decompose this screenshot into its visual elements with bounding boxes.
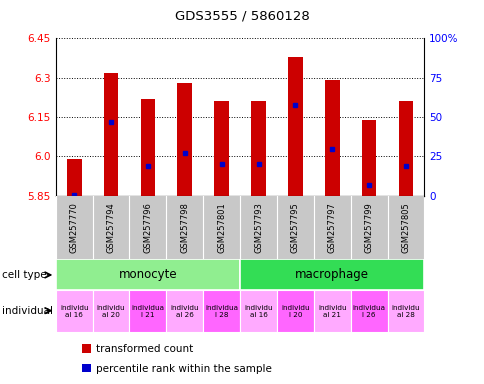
Text: macrophage: macrophage [295, 268, 368, 281]
Text: individu
al 28: individu al 28 [391, 305, 420, 318]
Bar [104, 73, 118, 196]
Bar [313, 290, 350, 332]
Bar [166, 290, 203, 332]
Text: GSM257805: GSM257805 [401, 202, 409, 253]
Text: GSM257794: GSM257794 [106, 202, 115, 253]
Text: individua
l 28: individua l 28 [205, 305, 238, 318]
Text: GSM257801: GSM257801 [217, 202, 226, 253]
Text: percentile rank within the sample: percentile rank within the sample [96, 364, 272, 374]
Bar [398, 101, 412, 196]
Text: individu
al 16: individu al 16 [60, 305, 89, 318]
Bar [56, 259, 240, 290]
Text: individual: individual [2, 306, 53, 316]
Bar [67, 159, 81, 196]
Text: individua
l 26: individua l 26 [352, 305, 385, 318]
Bar [56, 290, 92, 332]
Text: GSM257795: GSM257795 [290, 202, 299, 253]
Bar [251, 101, 265, 196]
Bar [240, 259, 424, 290]
Text: GSM257798: GSM257798 [180, 202, 189, 253]
Text: individu
al 21: individu al 21 [317, 305, 346, 318]
Bar [387, 290, 424, 332]
Text: individu
al 26: individu al 26 [170, 305, 199, 318]
Text: GSM257796: GSM257796 [143, 202, 152, 253]
Text: individu
al 20: individu al 20 [96, 305, 125, 318]
Text: individu
al 16: individu al 16 [243, 305, 272, 318]
Text: transformed count: transformed count [96, 344, 193, 354]
Bar [92, 290, 129, 332]
Text: GSM257799: GSM257799 [364, 202, 373, 253]
Bar [203, 290, 240, 332]
Bar [350, 290, 387, 332]
Text: GSM257770: GSM257770 [70, 202, 78, 253]
Bar [129, 290, 166, 332]
Text: individu
l 20: individu l 20 [280, 305, 309, 318]
Bar [177, 83, 192, 196]
Bar [214, 101, 228, 196]
Bar [324, 80, 339, 196]
Text: monocyte: monocyte [119, 268, 177, 281]
Text: GSM257797: GSM257797 [327, 202, 336, 253]
Bar [140, 99, 155, 196]
Bar [361, 120, 376, 196]
Text: GDS3555 / 5860128: GDS3555 / 5860128 [175, 10, 309, 23]
Bar [240, 290, 276, 332]
Text: cell type: cell type [2, 270, 47, 280]
Text: GSM257793: GSM257793 [254, 202, 262, 253]
Text: individua
l 21: individua l 21 [131, 305, 164, 318]
Bar [276, 290, 313, 332]
Bar [287, 57, 302, 196]
